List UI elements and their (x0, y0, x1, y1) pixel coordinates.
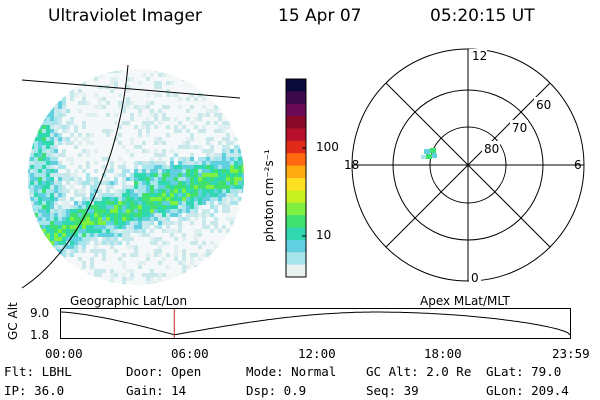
info-ip: IP: 36.0 (4, 383, 65, 398)
colorbar (285, 78, 307, 278)
time-tick-0600: 06:00 (171, 346, 209, 361)
polar-emission-spot (421, 148, 437, 159)
mlt-label-12: 12 (472, 49, 487, 63)
info-dsp: Dsp: 0.9 (246, 383, 307, 398)
colorbar-scale (286, 79, 306, 278)
timeline-left-label: Geographic Lat/Lon (70, 294, 188, 308)
colorbar-tick-10: 10 (316, 228, 332, 242)
geographic-longitude-line (21, 64, 129, 289)
time-tick-1800: 18:00 (424, 346, 462, 361)
time-tick-0000: 00:00 (45, 346, 83, 361)
timeline-right-label: Apex MLat/MLT (420, 294, 510, 308)
timeline-frame (60, 308, 571, 339)
info-filter: Flt: LBHL (4, 364, 72, 379)
colorbar-unit-label: photon cm⁻²s⁻¹ (262, 149, 276, 242)
geographic-latitude-line (21, 79, 241, 99)
info-mode: Mode: Normal (246, 364, 337, 379)
lat-label-70: 70 (512, 121, 527, 135)
colorbar-tick-100: 100 (316, 140, 339, 154)
mlt-label-18: 18 (344, 158, 359, 172)
gc-alt-tick-min: 1.8 (30, 328, 50, 342)
diagonal-line-2 (385, 82, 551, 248)
lat-label-80: 80 (484, 142, 499, 156)
time-tick-2359: 23:59 (552, 346, 590, 361)
imager-title: Ultraviolet Imager (48, 6, 202, 26)
gc-alt-tick-max: 9.0 (30, 306, 50, 320)
gc-alt-curve (60, 311, 571, 336)
date-label: 15 Apr 07 (278, 6, 362, 26)
info-door: Door: Open (126, 364, 202, 379)
mlt-label-0: 0 (471, 271, 479, 285)
mlt-label-6: 6 (574, 158, 582, 172)
info-gc-alt: GC Alt: 2.0 Re (366, 364, 472, 379)
orbit-timeline (60, 308, 571, 339)
polar-mlt-plot: 12 0 18 6 60 70 80 (344, 48, 585, 285)
info-gain: Gain: 14 (126, 383, 187, 398)
geographic-image-panel (21, 64, 244, 289)
info-glon: GLon: 209.4 (486, 383, 569, 398)
time-label: 05:20:15 UT (430, 6, 535, 26)
info-glat: GLat: 79.0 (486, 364, 562, 379)
time-tick-1200: 12:00 (298, 346, 336, 361)
gc-alt-axis-title: GC Alt (6, 302, 20, 340)
lat-label-60: 60 (536, 98, 551, 112)
info-seq: Seq: 39 (366, 383, 419, 398)
